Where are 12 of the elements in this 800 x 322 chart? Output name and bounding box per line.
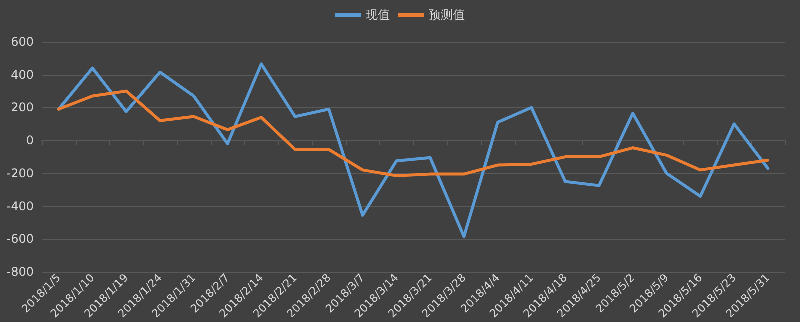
- y-tick-label: 200: [11, 100, 34, 115]
- y-tick-label: 400: [11, 68, 34, 82]
- y-tick-label: 0: [26, 134, 34, 148]
- y-tick-label: -400: [6, 199, 34, 214]
- legend-label: 现值: [366, 8, 390, 22]
- line-series: [57, 90, 770, 178]
- legend-label: 预测值: [429, 8, 465, 22]
- y-tick-label: -800: [6, 265, 34, 280]
- y-tick-label: -200: [6, 166, 34, 180]
- y-tick-label: 600: [11, 35, 34, 49]
- line-series: [57, 62, 770, 238]
- y-tick-label: -600: [6, 232, 34, 246]
